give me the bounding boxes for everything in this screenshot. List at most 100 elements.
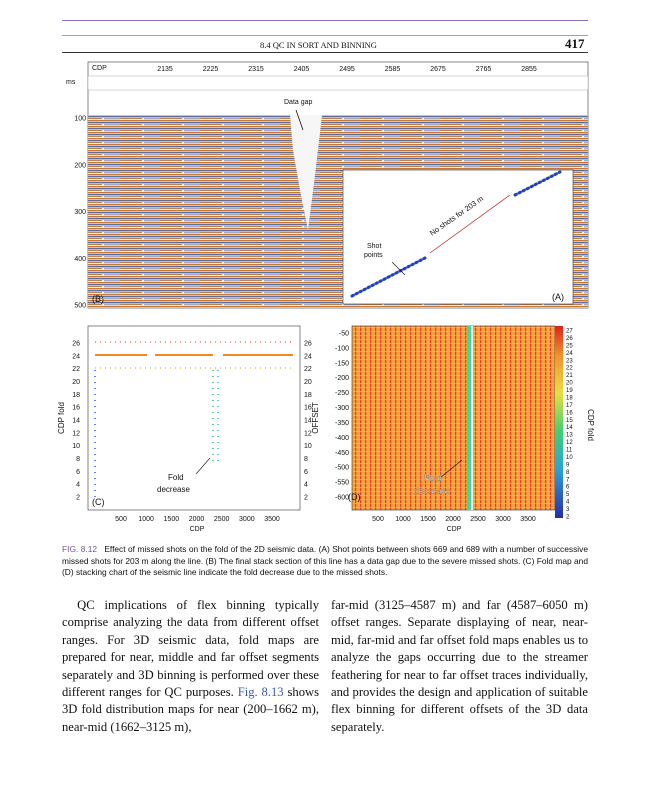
- figure-link[interactable]: Fig. 8.13: [237, 685, 284, 700]
- tick-label: -250: [335, 390, 349, 397]
- tick-label: 8: [566, 470, 570, 476]
- tick-label: 4: [304, 482, 308, 489]
- tick-label: 22: [566, 366, 573, 372]
- annotation: Data gap: [284, 99, 313, 106]
- tick-label: 26: [72, 341, 80, 348]
- tick-label: 6: [76, 469, 80, 476]
- arrow: [195, 457, 211, 475]
- tick-label: 3000: [239, 516, 255, 523]
- tick-label: -450: [335, 450, 349, 457]
- figure: Data gap CDP ms (B) No shots for 203 m S…: [57, 61, 595, 533]
- tick-label: 4: [566, 500, 570, 506]
- tick-label: 13: [566, 433, 573, 439]
- tick-label: 10: [72, 443, 80, 450]
- tick-label: 27: [566, 329, 573, 335]
- fold-gap: [471, 326, 473, 510]
- tick-label: 14: [72, 418, 80, 425]
- tick-label: 2675: [430, 66, 446, 73]
- tick-label: -50: [339, 331, 349, 338]
- tick-label: 22: [304, 366, 312, 373]
- running-head: 8.4 QC IN SORT AND BINNING: [260, 40, 377, 50]
- paragraph: shows 3D fold distribution maps for near…: [62, 685, 320, 734]
- paragraph: QC implications of flex binning typicall…: [62, 598, 319, 700]
- tick-label: 200: [74, 162, 86, 169]
- tick-label: 20: [72, 379, 80, 386]
- tick-label: 12: [304, 430, 312, 437]
- tick-label: 2315: [248, 66, 264, 73]
- tick-label: -300: [335, 405, 349, 412]
- tick-label: -150: [335, 360, 349, 367]
- tick-label: 8: [304, 456, 308, 463]
- tick-label: 8: [76, 456, 80, 463]
- body-left: QC implications of flex binning typicall…: [62, 597, 319, 736]
- tick-label: 24: [72, 353, 80, 360]
- tick-label: 2225: [203, 66, 219, 73]
- stacking-chart: [351, 325, 556, 511]
- arrow: [391, 261, 406, 276]
- tick-label: 10: [304, 443, 312, 450]
- annotation: decrease: [157, 485, 190, 494]
- tick-label: 12: [72, 430, 80, 437]
- panel-tag: (B): [92, 294, 104, 304]
- tick-label: 2855: [521, 66, 537, 73]
- tick-label: 26: [304, 341, 312, 348]
- tick-label: -500: [335, 465, 349, 472]
- tick-label: 2135: [157, 66, 173, 73]
- tick-label: -350: [335, 420, 349, 427]
- tick-label: 16: [72, 405, 80, 412]
- tick-label: 2405: [294, 66, 310, 73]
- axis-band: [87, 75, 589, 91]
- tick-label: 18: [72, 392, 80, 399]
- tick-label: 300: [74, 209, 86, 216]
- panel-tag: (A): [552, 292, 564, 302]
- tick-label: 14: [566, 425, 573, 431]
- tick-label: 19: [566, 388, 573, 394]
- tick-label: 1500: [420, 516, 436, 523]
- body-right: far-mid (3125–4587 m) and far (4587–6050…: [331, 598, 588, 734]
- tick-label: 2000: [189, 516, 205, 523]
- axis-label: ms: [66, 79, 76, 86]
- panel-tag: (D): [348, 492, 361, 502]
- tick-label: 5: [566, 492, 570, 498]
- page-number: 417: [565, 36, 585, 51]
- tick-label: -550: [335, 480, 349, 487]
- tick-label: 100: [74, 116, 86, 123]
- axis-label: CDP: [447, 526, 462, 533]
- tick-label: 12: [566, 440, 573, 446]
- annotation: points: [364, 252, 383, 259]
- caption-text: Effect of missed shots on the fold of th…: [62, 544, 588, 577]
- caption: FIG. 8.12 Effect of missed shots on the …: [62, 544, 588, 579]
- axis-label: CDP fold: [586, 409, 595, 441]
- tick-label: 500: [115, 516, 127, 523]
- tick-label: 2: [566, 515, 570, 521]
- tick-label: 17: [566, 403, 573, 409]
- header-rule: [62, 52, 588, 53]
- tick-label: 18: [566, 395, 573, 401]
- tick-label: 18: [304, 392, 312, 399]
- tick-label: 16: [304, 405, 312, 412]
- tick-label: -100: [335, 345, 349, 352]
- tick-label: 23: [566, 358, 573, 364]
- tick-label: 15: [566, 418, 573, 424]
- annotation: Fold: [424, 473, 442, 483]
- data-gap: [290, 115, 322, 230]
- annotation: decrease: [414, 486, 451, 496]
- tick-label: 11: [566, 448, 573, 454]
- tick-label: 1000: [395, 516, 411, 523]
- tick-label: 6: [304, 469, 308, 476]
- tick-label: 3000: [495, 516, 511, 523]
- top-rule: [62, 20, 588, 36]
- tick-label: 400: [74, 256, 86, 263]
- tick-label: 3: [566, 507, 570, 513]
- tick-label: 24: [304, 353, 312, 360]
- arrow: [439, 459, 463, 479]
- tick-label: 2495: [339, 66, 355, 73]
- tick-label: 500: [372, 516, 384, 523]
- tick-label: 2: [304, 495, 308, 502]
- tick-label: 2500: [470, 516, 486, 523]
- tick-label: 7: [566, 477, 570, 483]
- axis-label: OFFSET: [311, 402, 320, 434]
- axis-label: CDP: [190, 526, 205, 533]
- fold-gap: [467, 326, 471, 510]
